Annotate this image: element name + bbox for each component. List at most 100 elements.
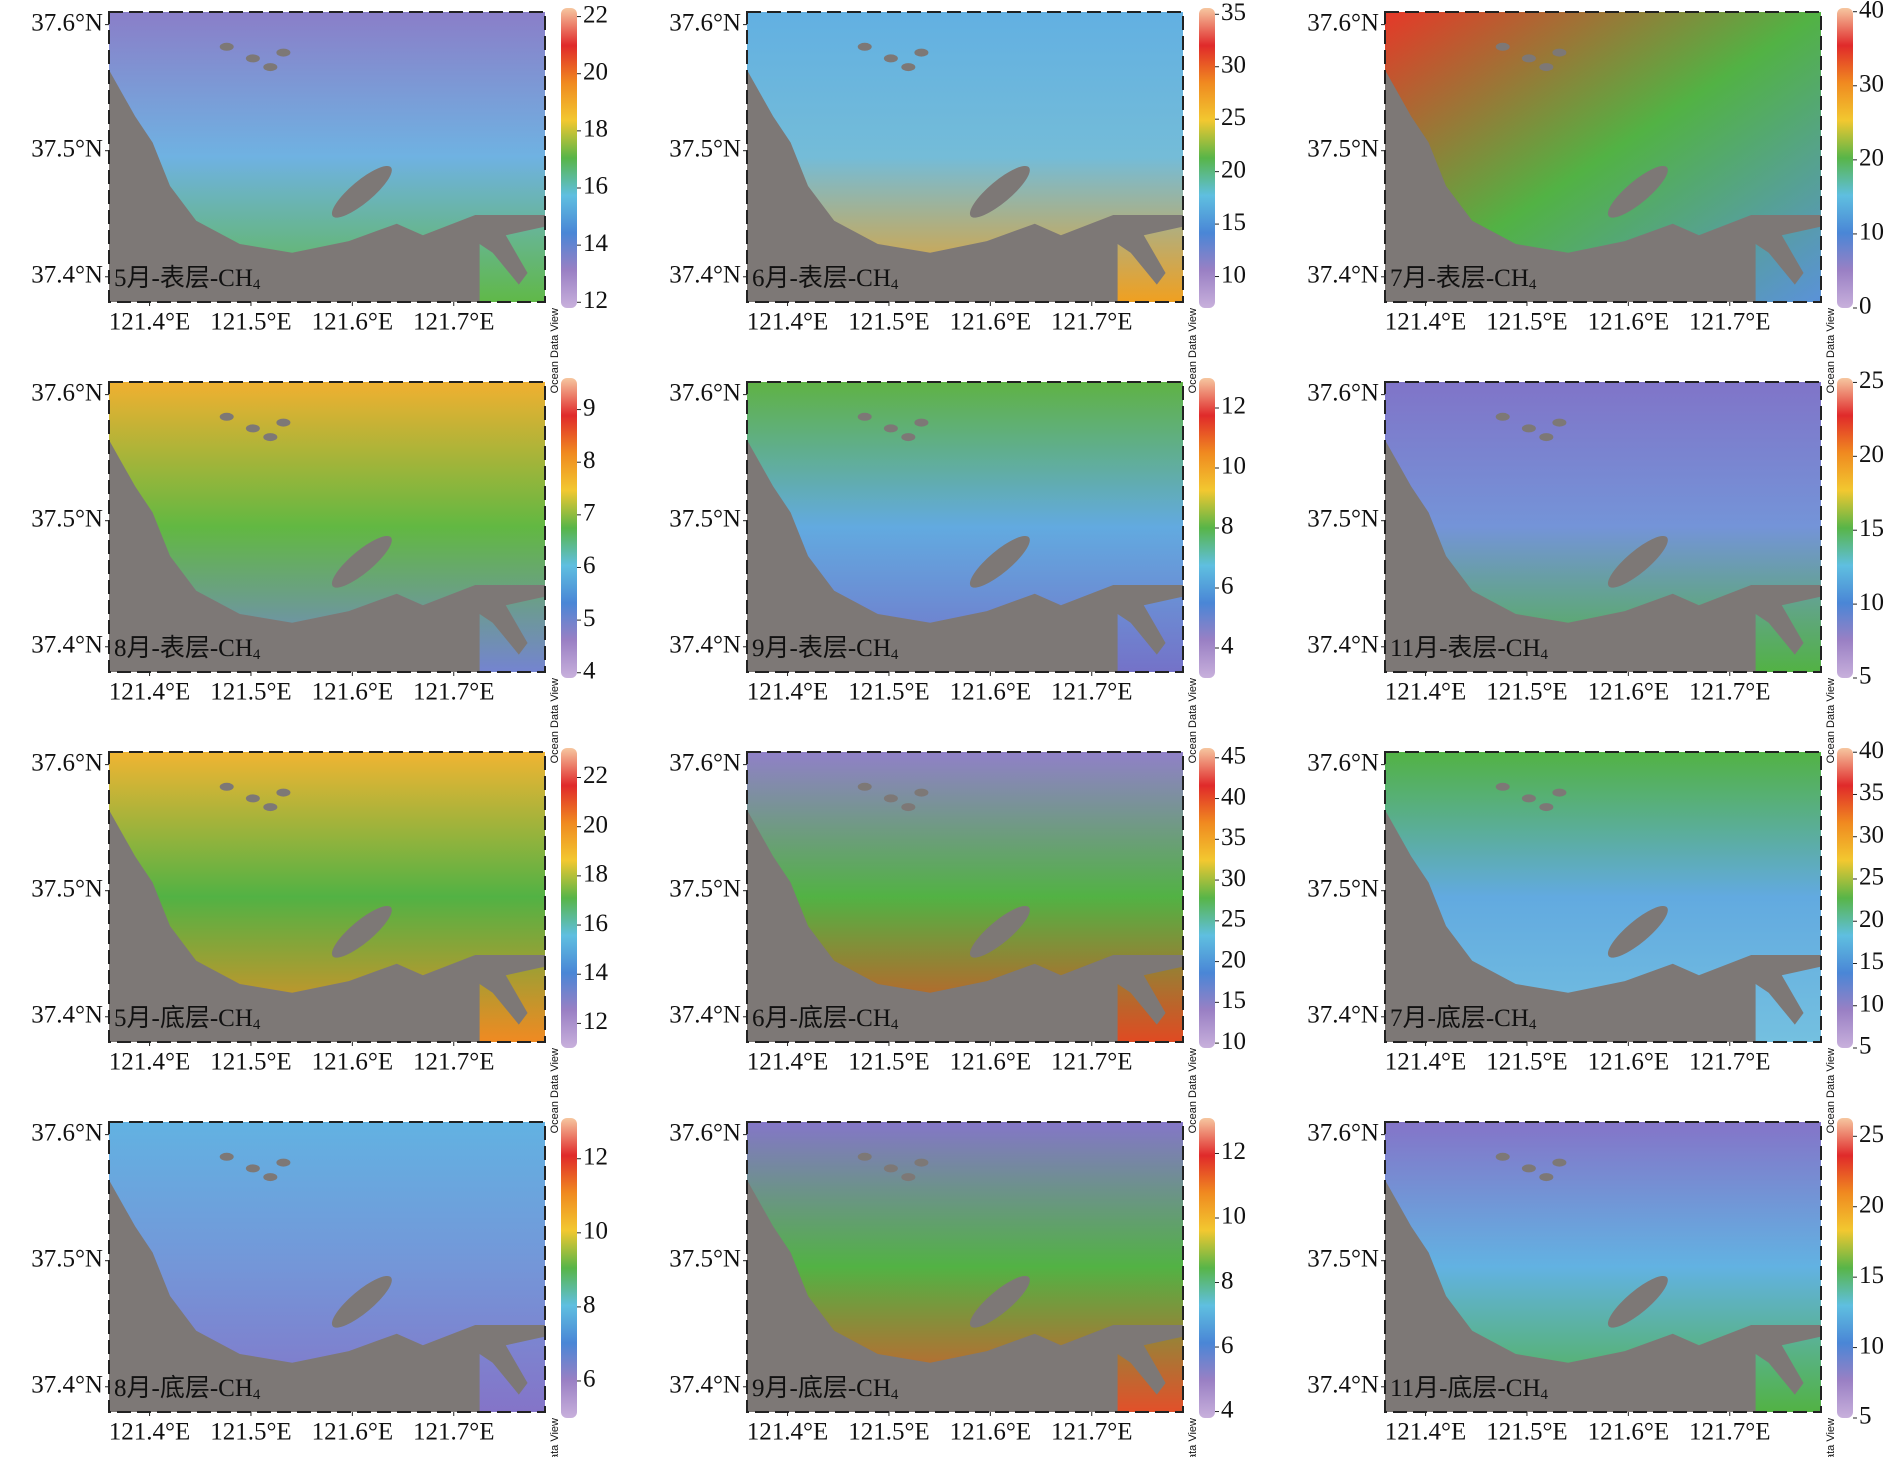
- colorbar: [1837, 378, 1853, 678]
- island: [1607, 1275, 1668, 1328]
- lon-tick-label: 121.6°E: [950, 1419, 1032, 1446]
- panel-label-sub: 4: [891, 1387, 899, 1403]
- colorbar-tick-label: 35: [1221, 824, 1246, 851]
- lon-tick-label: 121.7°E: [1051, 309, 1133, 336]
- lon-tick-label: 121.6°E: [1588, 679, 1670, 706]
- island: [331, 905, 392, 958]
- colorbar-tick-label: 20: [583, 811, 608, 838]
- land: [747, 440, 1183, 672]
- map-frame: [1384, 381, 1822, 673]
- islet: [1521, 1164, 1536, 1173]
- watermark: Ocean Data View: [1187, 1048, 1199, 1133]
- islet: [901, 63, 916, 72]
- panel-label-text: 9月-底层-CH: [752, 1374, 891, 1402]
- watermark: Ocean Data View: [549, 1418, 561, 1457]
- colorbar: [1199, 748, 1215, 1048]
- lat-tick-label: 37.5°N: [1307, 135, 1379, 162]
- colorbar-tick-label: 4: [1221, 633, 1234, 660]
- island: [1607, 905, 1668, 958]
- panel-label: 5月-表层-CH4: [114, 264, 261, 294]
- islet: [263, 433, 278, 442]
- islet: [901, 433, 916, 442]
- lon-tick-label: 121.6°E: [312, 679, 394, 706]
- panel-label-text: 5月-表层-CH: [114, 264, 253, 292]
- lat-tick-label: 37.5°N: [669, 1245, 741, 1272]
- islet: [263, 803, 278, 812]
- watermark: Ocean Data View: [1187, 678, 1199, 763]
- colorbar: [561, 1118, 577, 1418]
- lat-tick-label: 37.5°N: [31, 135, 103, 162]
- panel-label-text: 8月-表层-CH: [114, 634, 253, 662]
- colorbar-tick-label: 25: [1221, 906, 1246, 933]
- islet: [901, 1173, 916, 1182]
- lon-tick-label: 121.5°E: [848, 679, 930, 706]
- colorbar-tick-label: 6: [583, 1366, 596, 1393]
- map-frame: [1384, 11, 1822, 303]
- colorbar-tick-label: 5: [583, 605, 596, 632]
- lon-tick-label: 121.6°E: [1588, 1049, 1670, 1076]
- islet: [1495, 1152, 1510, 1161]
- lat-tick-label: 37.4°N: [669, 1002, 741, 1029]
- panel-label: 7月-底层-CH4: [1390, 1004, 1537, 1034]
- lat-tick-label: 37.5°N: [669, 505, 741, 532]
- lon-tick-label: 121.4°E: [1385, 679, 1467, 706]
- islet: [883, 794, 898, 803]
- lon-tick-label: 121.6°E: [312, 1419, 394, 1446]
- colorbar-tick-label: 10: [1221, 1028, 1246, 1055]
- map-frame: [1384, 751, 1822, 1043]
- colorbar-tick-label: 20: [1859, 441, 1884, 468]
- colorbar: [1199, 1118, 1215, 1418]
- lon-tick-label: 121.7°E: [413, 309, 495, 336]
- islet: [1495, 42, 1510, 51]
- colorbar-tick-label: 15: [1859, 515, 1884, 542]
- colorbar-tick-label: 10: [1221, 1203, 1246, 1230]
- colorbar-tick-label: 20: [1859, 145, 1884, 172]
- land: [1385, 440, 1821, 672]
- islet: [1521, 424, 1536, 433]
- lon-tick-label: 121.4°E: [747, 309, 829, 336]
- islet: [219, 782, 234, 791]
- lat-tick-label: 37.5°N: [1307, 875, 1379, 902]
- islet: [276, 418, 291, 427]
- lat-tick-label: 37.5°N: [1307, 505, 1379, 532]
- island: [331, 535, 392, 588]
- islet: [914, 788, 929, 797]
- lon-tick-label: 121.6°E: [312, 309, 394, 336]
- colorbar: [1199, 378, 1215, 678]
- colorbar-tick-label: 12: [583, 1008, 608, 1035]
- islet: [901, 803, 916, 812]
- panel-label-text: 7月-底层-CH: [1390, 1004, 1529, 1032]
- islet: [1552, 1158, 1567, 1167]
- panel-label: 8月-底层-CH4: [114, 1374, 261, 1404]
- lat-tick-label: 37.6°N: [669, 749, 741, 776]
- lat-tick-label: 37.4°N: [31, 632, 103, 659]
- colorbar-tick-label: 8: [583, 1292, 596, 1319]
- lat-tick-label: 37.4°N: [31, 1002, 103, 1029]
- colorbar-tick-label: 8: [583, 447, 596, 474]
- watermark: Ocean Data View: [549, 1048, 561, 1133]
- colorbar-tick-label: 4: [1221, 1396, 1234, 1423]
- islet: [883, 424, 898, 433]
- panel-label: 11月-表层-CH4: [1390, 634, 1548, 664]
- colorbar-tick-label: 4: [583, 657, 596, 684]
- map-frame: [746, 1121, 1184, 1413]
- islet: [1552, 48, 1567, 57]
- colorbar-tick-label: 30: [1221, 865, 1246, 892]
- lon-tick-label: 121.5°E: [1486, 309, 1568, 336]
- panel-label: 9月-表层-CH4: [752, 634, 899, 664]
- lat-tick-label: 37.4°N: [1307, 1372, 1379, 1399]
- lon-tick-label: 121.6°E: [1588, 1419, 1670, 1446]
- colorbar-tick-label: 35: [1221, 0, 1246, 26]
- lat-tick-label: 37.6°N: [1307, 9, 1379, 36]
- lat-tick-label: 37.6°N: [1307, 1119, 1379, 1146]
- islet: [1552, 418, 1567, 427]
- panel-label-sub: 4: [1540, 1387, 1548, 1403]
- islet: [245, 794, 260, 803]
- watermark: Ocean Data View: [549, 308, 561, 393]
- lat-tick-label: 37.4°N: [31, 262, 103, 289]
- colorbar-tick-label: 10: [1859, 990, 1884, 1017]
- islet: [276, 1158, 291, 1167]
